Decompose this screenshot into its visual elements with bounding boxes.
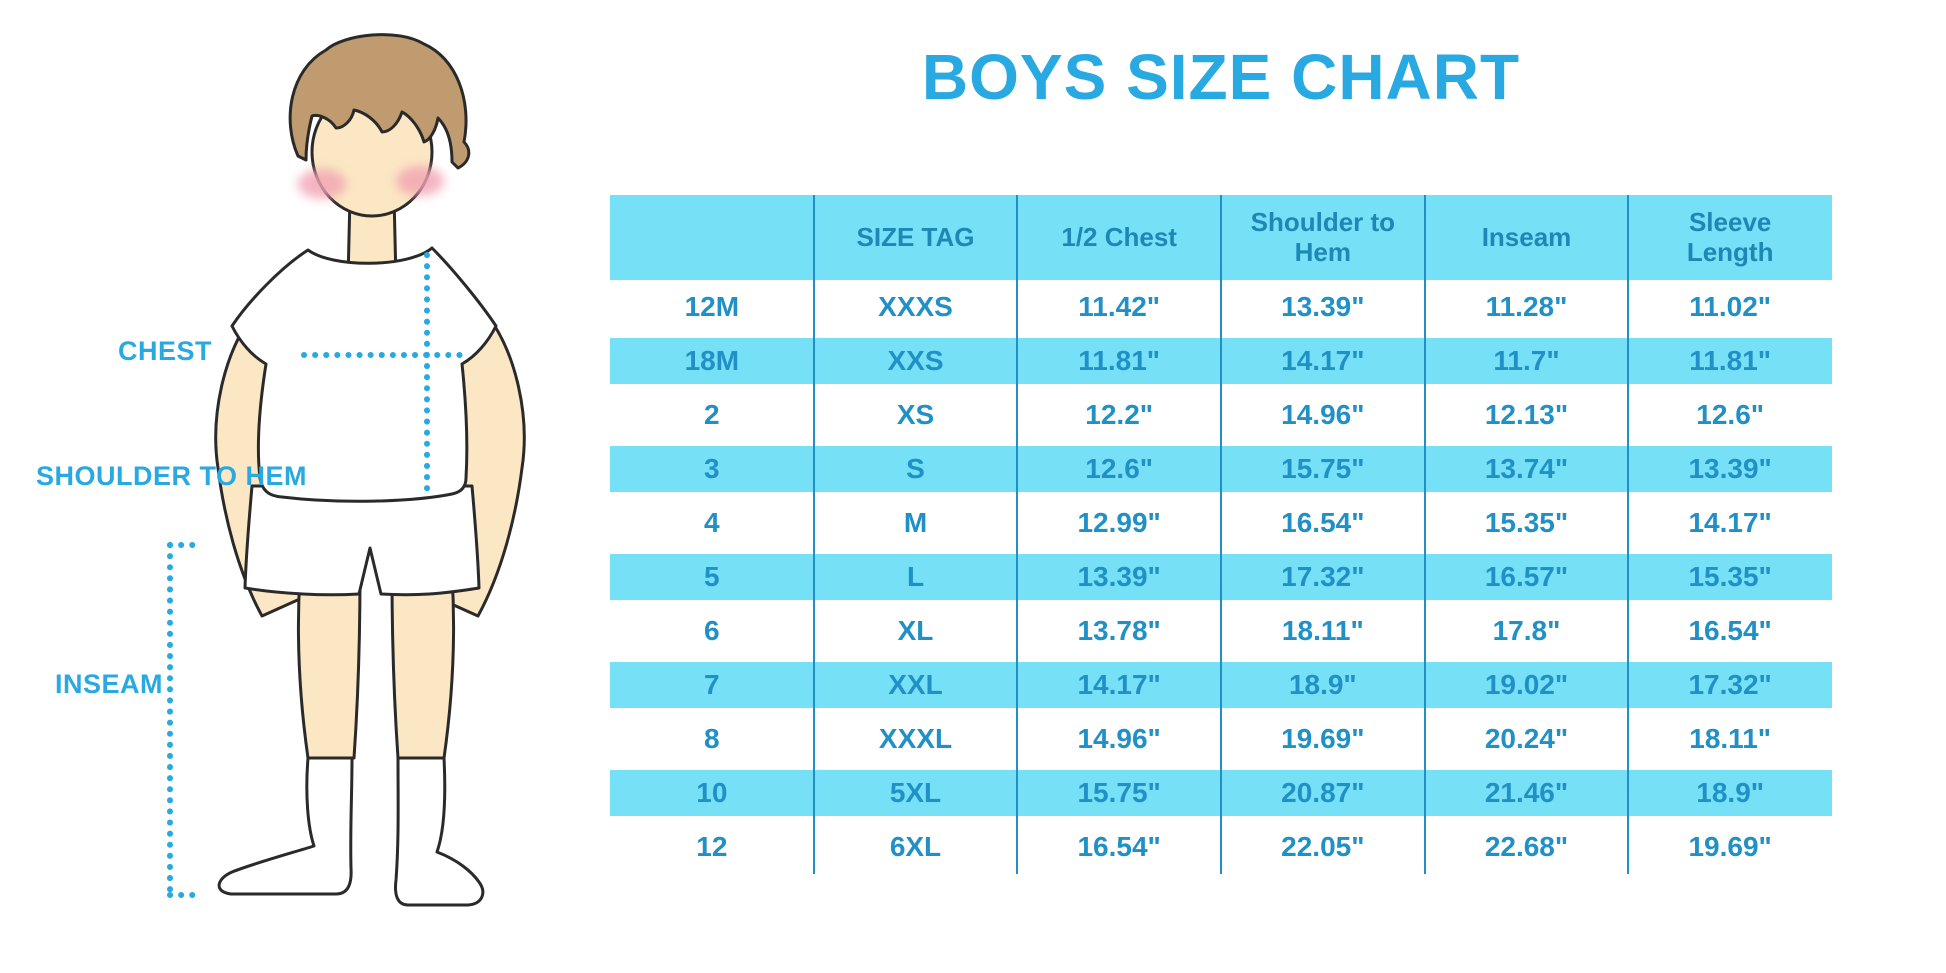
table-cell: 12M — [684, 291, 740, 322]
table-cell: 13.39" — [1077, 561, 1161, 592]
size-table: SIZE TAG 1/2 Chest Shoulder to Hem Insea… — [610, 195, 1832, 874]
header-cell-shoulder-hem: Shoulder to Hem — [1250, 206, 1396, 267]
table-cell: 11.7" — [1493, 345, 1560, 376]
page-title: BOYS SIZE CHART — [921, 41, 1521, 113]
table-cell: 16.54" — [1077, 831, 1161, 862]
header-cell-half-chest: 1/2 Chest — [1061, 221, 1177, 252]
boy-illustration — [167, 33, 526, 907]
table-cell: 7 — [704, 669, 720, 700]
table-cell: 5 — [704, 561, 720, 592]
table-cell: 14.96" — [1077, 723, 1161, 754]
table-cell: 17.32" — [1281, 561, 1365, 592]
table-cell: 20.24" — [1484, 723, 1569, 754]
table-cell: XXXS — [878, 291, 953, 322]
table-cell: 16.57" — [1484, 561, 1569, 592]
table-cell: 11.42" — [1078, 291, 1161, 322]
column-divider — [1016, 195, 1019, 874]
table-cell: 12.2" — [1085, 399, 1154, 430]
t-shirt — [230, 246, 498, 503]
table-row: 8 XXXL 14.96" 19.69" 20.24" 18.11" — [610, 712, 1832, 766]
table-cell: 6 — [704, 615, 720, 646]
table-cell: 13.39" — [1281, 291, 1365, 322]
table-cell: 21.46" — [1484, 777, 1569, 808]
table-cell: 13.39" — [1688, 453, 1772, 484]
shoulder-to-hem-label: SHOULDER TO HEM — [36, 461, 308, 491]
table-cell: 12.6" — [1085, 453, 1154, 484]
header-cell-blank — [610, 195, 814, 280]
right-sock — [394, 756, 485, 907]
table-cell: 14.96" — [1281, 399, 1365, 430]
table-cell: 12.99" — [1077, 507, 1161, 538]
table-cell: M — [903, 507, 928, 538]
table-row: 2 XS 12.2" 14.96" 12.13" 12.6" — [610, 388, 1832, 442]
table-cell: 8 — [704, 723, 720, 754]
table-cell: 12.6" — [1696, 399, 1765, 430]
table-cell: 11.81" — [1078, 345, 1161, 376]
table-cell: 18M — [684, 345, 740, 376]
table-cell: 15.35" — [1688, 561, 1772, 592]
chest-label: CHEST — [118, 336, 213, 366]
table-cell: XXL — [888, 669, 943, 700]
table-cell: 18.9" — [1288, 669, 1357, 700]
inseam-label: INSEAM — [55, 669, 164, 699]
column-divider — [1627, 195, 1630, 874]
table-cell: XS — [896, 399, 935, 430]
table-cell: 12.13" — [1484, 399, 1569, 430]
table-cell: 12 — [696, 831, 728, 862]
table-cell: 22.05" — [1281, 831, 1365, 862]
right-cheek-blush — [396, 166, 444, 196]
header-cell-sleeve-length: Sleeve Length — [1686, 206, 1774, 267]
table-cell: 17.32" — [1688, 669, 1772, 700]
table-cell: 14.17" — [1688, 507, 1772, 538]
table-cell: 11.02" — [1689, 291, 1772, 322]
table-cell: 11.28" — [1485, 291, 1568, 322]
table-cell: 5XL — [889, 777, 942, 808]
table-cell: 19.02" — [1484, 669, 1569, 700]
table-cell: 15.35" — [1484, 507, 1569, 538]
left-cheek-blush — [298, 169, 346, 199]
table-cell: 19.69" — [1688, 831, 1772, 862]
table-cell: 14.17" — [1077, 669, 1161, 700]
table-cell: XL — [897, 615, 934, 646]
column-divider — [1423, 195, 1426, 874]
table-cell: 14.17" — [1281, 345, 1365, 376]
table-cell: 11.81" — [1689, 345, 1772, 376]
table-cell: 3 — [704, 453, 720, 484]
table-row: 12 6XL 16.54" 22.05" 22.68" 19.69" — [610, 820, 1832, 874]
shorts — [243, 484, 481, 597]
table-cell: 18.11" — [1689, 723, 1772, 754]
table-cell: 18.11" — [1281, 615, 1364, 646]
table-cell: 4 — [704, 507, 720, 538]
left-leg — [296, 573, 362, 760]
table-cell: 6XL — [889, 831, 942, 862]
table-cell: S — [906, 453, 925, 484]
table-cell: 19.69" — [1281, 723, 1365, 754]
table-cell: 15.75" — [1077, 777, 1161, 808]
table-cell: 15.75" — [1281, 453, 1365, 484]
table-cell: 18.9" — [1696, 777, 1765, 808]
header-cell-size-tag: SIZE TAG — [856, 221, 975, 252]
table-cell: 10 — [696, 777, 728, 808]
table-cell: XXS — [887, 345, 944, 376]
table-cell: 16.54" — [1688, 615, 1772, 646]
header-cell-inseam: Inseam — [1481, 221, 1572, 252]
right-leg — [390, 573, 456, 760]
table-cell: 22.68" — [1484, 831, 1569, 862]
table-row: 4 M 12.99" 16.54" 15.35" 14.17" — [610, 496, 1832, 550]
table-cell: 13.78" — [1077, 615, 1161, 646]
hair — [288, 33, 471, 170]
table-cell: 17.8" — [1492, 615, 1561, 646]
table-row: 6 XL 13.78" 18.11" 17.8" 16.54" — [610, 604, 1832, 658]
table-cell: 16.54" — [1281, 507, 1365, 538]
table-cell: XXXL — [878, 723, 953, 754]
table-cell: L — [906, 561, 925, 592]
table-cell: 13.74" — [1484, 453, 1569, 484]
table-cell: 20.87" — [1281, 777, 1365, 808]
left-sock — [217, 756, 354, 896]
column-divider — [1220, 195, 1222, 874]
table-row: 12M XXXS 11.42" 13.39" 11.28" 11.02" — [610, 280, 1832, 334]
table-cell: 2 — [704, 399, 720, 430]
column-divider — [812, 195, 815, 874]
